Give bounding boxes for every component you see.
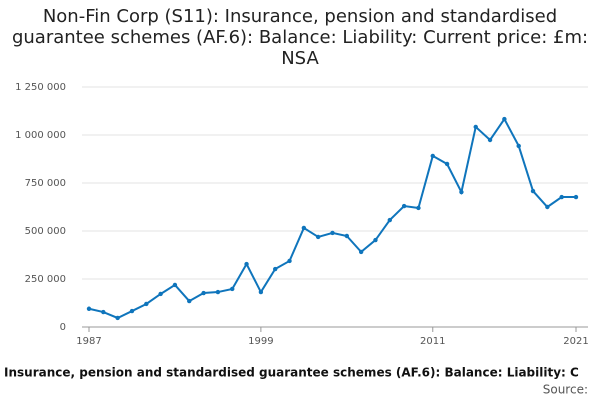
point [273,266,278,272]
point [258,289,264,295]
y-tick-label: 1 250 000 [15,82,66,93]
point [373,237,378,243]
point [301,225,307,231]
y-tick-label: 1 000 000 [15,130,66,141]
point [530,188,536,194]
point [401,203,407,209]
chart-title: Non-Fin Corp (S11): Insurance, pension a… [11,6,589,69]
point [187,298,192,304]
legend-label: Insurance, pension and standardised guar… [4,366,579,380]
point [559,194,564,200]
point [101,309,106,315]
point [230,286,235,292]
point [158,291,163,297]
x-tick-label: 2011 [420,336,445,347]
point [144,301,149,307]
point [330,230,335,236]
point [545,204,550,210]
point [358,249,364,255]
point [387,217,392,223]
point [459,189,464,195]
point [129,308,135,314]
y-tick-label: 750 000 [25,178,66,189]
point [573,194,579,200]
point [416,205,421,211]
point [287,258,292,264]
point [344,233,350,239]
y-tick-label: 0 [60,322,66,333]
point [315,234,321,240]
point [516,143,521,149]
point [244,261,249,267]
point [430,153,435,159]
point [444,161,450,167]
point [201,290,206,296]
point [473,124,478,130]
point [215,289,221,295]
source: Source: [543,383,588,397]
y-tick-label: 250 000 [25,274,66,285]
point [502,116,507,122]
y-tick-label: 500 000 [25,226,66,237]
x-tick-label: 2021 [563,336,588,347]
point [172,282,178,288]
point [487,137,493,143]
x-tick-label: 1987 [76,336,101,347]
point [86,306,92,311]
x-tick-label: 1999 [248,336,273,347]
point [115,315,120,321]
line [88,117,576,320]
